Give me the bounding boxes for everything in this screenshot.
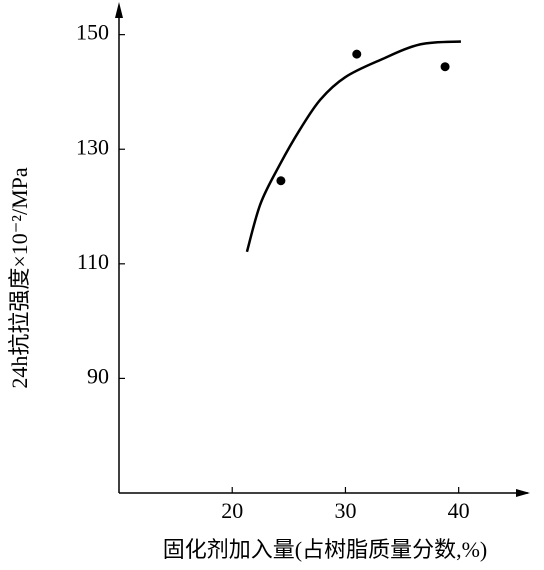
data-point bbox=[352, 49, 362, 59]
fit-curve bbox=[245, 40, 462, 253]
y-tick-label: 110 bbox=[77, 249, 109, 274]
y-tick-label: 130 bbox=[76, 134, 109, 159]
x-axis-label: 固化剂加入量(占树脂质量分数,%) bbox=[163, 537, 487, 562]
data-point bbox=[276, 176, 286, 186]
y-tick-label: 150 bbox=[76, 20, 109, 45]
x-tick-label: 20 bbox=[221, 498, 243, 523]
data-point bbox=[440, 62, 450, 72]
x-axis-arrow bbox=[516, 489, 530, 497]
y-tick-label: 90 bbox=[87, 363, 109, 388]
x-tick-label: 40 bbox=[448, 498, 470, 523]
y-axis-label: 24h抗拉强度×10⁻²/MPa bbox=[7, 167, 32, 389]
x-tick-label: 30 bbox=[334, 498, 356, 523]
y-axis-arrow bbox=[115, 2, 123, 18]
